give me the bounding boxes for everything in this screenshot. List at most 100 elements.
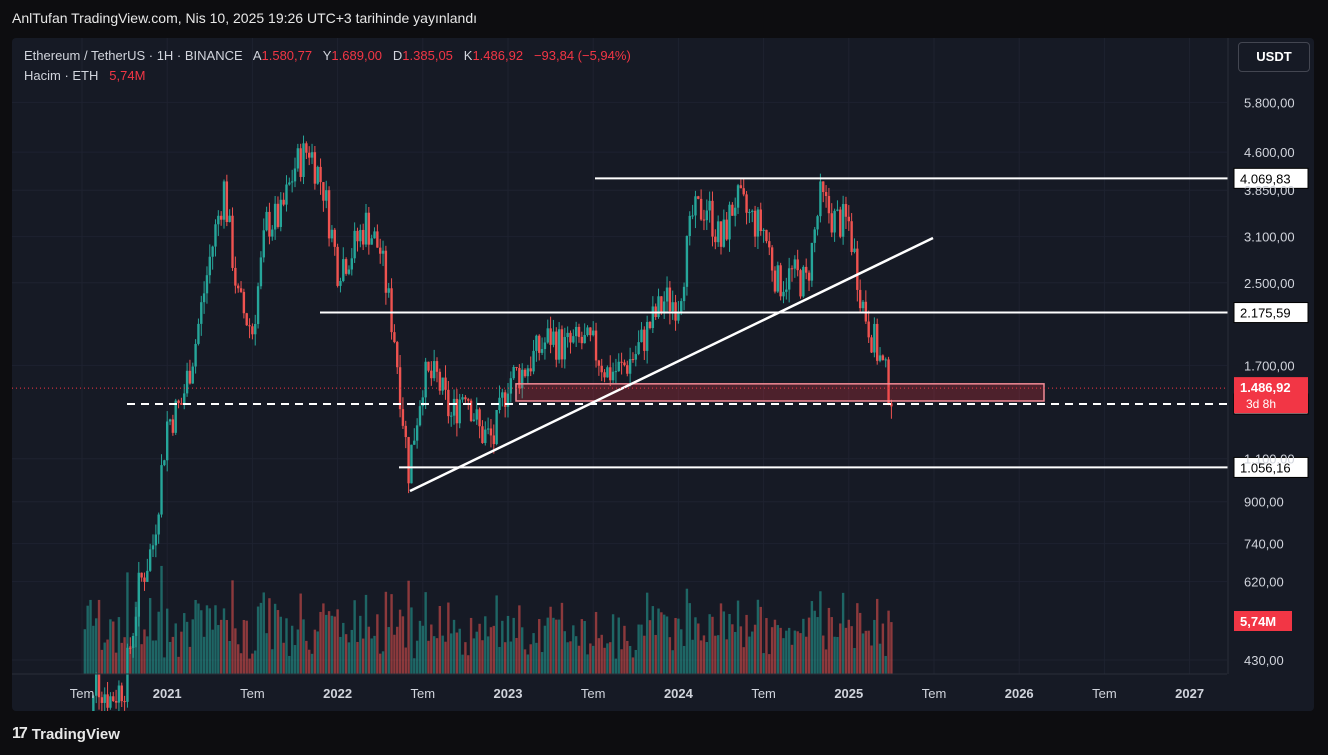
volume-bar-115 [410, 607, 413, 674]
candle-body-220 [708, 200, 711, 211]
price-tick-3: 3.100,00 [1244, 230, 1295, 245]
volume-bar-199 [648, 620, 652, 674]
time-tick-0: Tem [70, 686, 95, 701]
level-label-3: 1.056,16 [1240, 460, 1291, 475]
candle-body-132 [458, 399, 461, 424]
volume-bar-216 [697, 623, 700, 674]
volume-bar-88 [333, 616, 336, 674]
volume-bar-270 [850, 626, 853, 674]
symbol-title[interactable]: Ethereum / TetherUS · 1H · BINANCE [24, 48, 243, 63]
high-value: 1.689,00 [331, 48, 383, 63]
candle-body-177 [586, 327, 589, 336]
candle-body-232 [742, 188, 745, 195]
volume-bar-75 [296, 629, 300, 674]
candle-body-161 [540, 349, 544, 353]
candle-body-51 [228, 215, 231, 222]
candle-body-158 [532, 350, 535, 372]
volume-bar-130 [452, 619, 456, 674]
candle-body-110 [396, 342, 399, 368]
chart-panel[interactable]: 4.069,832.175,591.419,901.056,161.486,92… [12, 38, 1314, 711]
candle-body-99 [364, 212, 368, 245]
currency-button[interactable]: USDT [1238, 42, 1310, 72]
volume-bar-156 [526, 654, 530, 674]
candle-body-155 [523, 369, 527, 377]
volume-bar-37 [188, 646, 192, 674]
low-label: D [392, 48, 403, 63]
volume-bar-34 [180, 631, 183, 674]
volume-bar-40 [197, 603, 200, 674]
volume-bar-49 [222, 608, 226, 674]
candle-body-125 [438, 371, 442, 391]
candle-body-128 [447, 389, 450, 417]
volume-bar-265 [836, 636, 839, 674]
volume-bar-97 [359, 615, 362, 674]
candle-body-212 [685, 235, 689, 287]
candle-body-109 [393, 332, 396, 343]
volume-bar-170 [566, 642, 569, 674]
volume-bar-252 [799, 633, 802, 674]
volume-bar-2 [89, 599, 92, 674]
volume-bar-96 [356, 641, 359, 674]
level-label-1: 2.175,59 [1240, 306, 1291, 321]
candle-body-70 [282, 199, 285, 205]
volume-bar-0 [83, 629, 87, 674]
volume-bar-212 [685, 588, 689, 674]
candle-body-257 [813, 229, 816, 243]
price-tick-5: 1.700,00 [1244, 358, 1295, 373]
price-tick-6: 1.100,00 [1244, 452, 1295, 467]
candle-body-133 [461, 397, 464, 400]
volume-bar-202 [657, 608, 660, 674]
candle-body-237 [756, 209, 760, 237]
candle-body-79 [308, 152, 311, 158]
candle-body-226 [725, 219, 728, 240]
time-tick-7: 2024 [664, 686, 694, 701]
volume-bar-256 [810, 601, 814, 674]
volume-bar-4 [95, 618, 98, 674]
volume-bar-79 [308, 649, 311, 674]
volume-bar-197 [643, 635, 646, 674]
candle-body-82 [316, 166, 319, 184]
price-tick-7: 900,00 [1244, 495, 1284, 510]
candle-body-61 [256, 286, 260, 325]
volume-bar-145 [495, 595, 498, 674]
candle-body-32 [174, 400, 177, 433]
candle-body-174 [577, 326, 581, 337]
candle-body-271 [853, 248, 856, 253]
volume-bar-261 [824, 649, 828, 674]
volume-bar-71 [285, 618, 288, 674]
volume-bar-249 [790, 644, 794, 674]
candle-body-46 [214, 224, 217, 247]
price-chart[interactable]: 4.069,832.175,591.419,901.056,161.486,92… [12, 38, 1314, 711]
candle-body-89 [336, 246, 339, 286]
volume-bar-227 [728, 613, 731, 674]
candle-body-4 [95, 674, 98, 696]
candle-body-169 [563, 337, 566, 360]
volume-bar-239 [762, 653, 765, 674]
candle-body-248 [787, 268, 791, 290]
candle-body-124 [435, 361, 439, 372]
candle-body-101 [370, 238, 373, 245]
volume-bar-269 [847, 619, 850, 674]
candle-body-95 [353, 230, 356, 259]
volume-bar-106 [384, 591, 388, 674]
footer-brand[interactable]: 17 TradingView [12, 722, 120, 746]
volume-bar-112 [401, 616, 405, 674]
volume-bar-1 [86, 605, 89, 674]
volume-bar-98 [361, 638, 365, 674]
candle-body-247 [785, 289, 788, 292]
candle-body-164 [549, 328, 552, 345]
volume-bar-127 [444, 641, 447, 674]
volume-bar-165 [552, 617, 555, 674]
volume-bar-189 [620, 649, 623, 674]
volume-bar-133 [461, 654, 464, 674]
candle-body-31 [171, 419, 175, 433]
candle-body-281 [881, 355, 885, 360]
candle-body-227 [728, 204, 731, 240]
candle-body-182 [600, 365, 603, 373]
candle-body-72 [288, 182, 291, 185]
volume-bar-28 [163, 657, 166, 674]
candle-body-134 [464, 397, 467, 400]
low-value: 1.385,05 [402, 48, 453, 63]
last-price-badge [1234, 377, 1308, 414]
candle-body-135 [467, 399, 470, 401]
